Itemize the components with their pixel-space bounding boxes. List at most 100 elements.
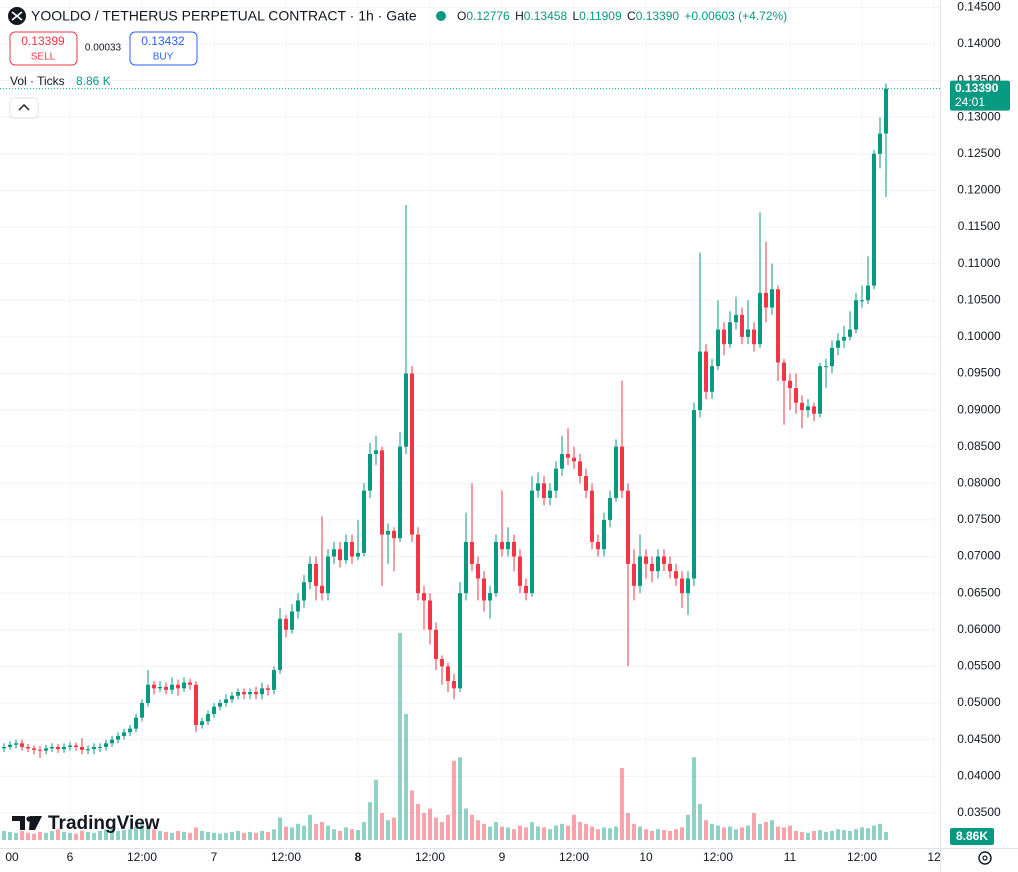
symbol-title[interactable]: YOOLDO / TETHERUS PERPETUAL CONTRACT · 1…	[31, 8, 417, 24]
candle-body	[38, 749, 43, 751]
candle-body	[374, 450, 379, 455]
candle-body	[14, 743, 19, 745]
volume-bar	[182, 831, 187, 840]
candle-body	[824, 366, 829, 368]
volume-bar	[230, 831, 235, 840]
candle-body	[368, 454, 373, 491]
candle-body	[362, 490, 367, 553]
candle-body	[620, 446, 625, 491]
settings-button[interactable]	[978, 851, 992, 865]
candle-body	[554, 468, 559, 491]
candle-body	[716, 329, 721, 367]
volume-bar	[698, 804, 703, 840]
volume-bar	[284, 826, 289, 840]
candle-body	[74, 745, 79, 747]
volume-bar	[146, 825, 151, 840]
volume-bar	[752, 813, 757, 840]
candle-body	[878, 133, 883, 154]
volume-bar	[602, 827, 607, 840]
volume-bar	[194, 827, 199, 840]
volume-bar	[656, 829, 661, 840]
volume-bar	[812, 831, 817, 840]
volume-bar	[524, 827, 529, 840]
candle-body	[68, 745, 73, 747]
volume-bar	[488, 826, 493, 840]
volume-bar	[368, 802, 373, 840]
volume-bar	[548, 829, 553, 840]
candle-body	[434, 629, 439, 660]
logo-mark	[12, 816, 42, 830]
candle-body	[818, 366, 823, 414]
y-tick-label: 0.12500	[957, 146, 1001, 160]
volume-bar	[242, 832, 247, 840]
volume-bar	[374, 779, 379, 840]
candle-body	[848, 329, 853, 337]
sell-box[interactable]	[9, 31, 78, 66]
x-tick-label: 7	[211, 850, 218, 864]
candle-body	[26, 746, 31, 749]
volume-bar	[824, 831, 829, 840]
volume-bar	[110, 827, 115, 840]
y-tick-label: 0.03500	[957, 805, 1001, 819]
volume-bar	[704, 820, 709, 840]
candle-body	[218, 703, 223, 707]
candle-body	[212, 706, 217, 714]
volume-bar	[128, 829, 133, 840]
volume-bar	[302, 825, 307, 840]
buy-box[interactable]	[129, 31, 198, 66]
collapse-button[interactable]	[9, 97, 39, 119]
volume-bar	[410, 790, 415, 840]
buy-label[interactable]: BUY	[153, 52, 174, 63]
volume-tag	[950, 828, 994, 845]
candle-body	[446, 666, 451, 682]
candle-body	[230, 695, 235, 700]
volume-bar	[140, 823, 145, 840]
volume-bar	[188, 832, 193, 840]
candle-body	[776, 289, 781, 363]
candle-body	[680, 578, 685, 594]
volume-bar	[668, 831, 673, 840]
volume-bar	[848, 831, 853, 840]
collapse-icon	[18, 104, 30, 111]
volume-legend[interactable]: Vol · Ticks	[10, 74, 65, 88]
candle-body	[134, 717, 139, 729]
candle-body	[248, 692, 253, 695]
candle-body	[638, 556, 643, 586]
volume-bar	[308, 814, 313, 840]
volume-bar	[170, 832, 175, 840]
volume-legend-value: 8.86 K	[76, 74, 111, 88]
sell-button[interactable]: 0.13399 SELL	[9, 31, 78, 66]
y-tick-label: 0.09500	[957, 366, 1001, 380]
volume-bar	[386, 820, 391, 840]
buy-price[interactable]: 0.13432	[141, 34, 185, 48]
volume-bar	[422, 813, 427, 840]
volume-bar	[542, 827, 547, 840]
candle-body	[866, 285, 871, 301]
volume-bar	[122, 830, 127, 840]
volume-bar	[554, 825, 559, 840]
settings-icon[interactable]	[978, 851, 992, 865]
volume-bar	[470, 814, 475, 840]
candle-body	[524, 585, 529, 594]
candle-body	[812, 406, 817, 414]
volume-bar	[248, 831, 253, 840]
volume-bar	[512, 829, 517, 840]
volume-bar	[500, 826, 505, 840]
y-tick-label: 0.06000	[957, 622, 1001, 636]
candle-body	[80, 746, 85, 750]
volume-bar	[50, 831, 55, 840]
sell-price[interactable]: 0.13399	[21, 34, 65, 48]
candle-body	[614, 446, 619, 498]
candle-body	[158, 686, 163, 689]
candle-body	[590, 490, 595, 542]
buy-button[interactable]: 0.13432 BUY	[129, 31, 198, 66]
volume-bar	[332, 829, 337, 840]
candle-body	[272, 670, 277, 690]
volume-bar	[746, 825, 751, 840]
candle-body	[722, 329, 727, 345]
volume-bar	[38, 831, 43, 840]
sell-label[interactable]: SELL	[31, 52, 56, 63]
candle-body	[668, 563, 673, 572]
x-tick-label: 00	[5, 850, 19, 864]
